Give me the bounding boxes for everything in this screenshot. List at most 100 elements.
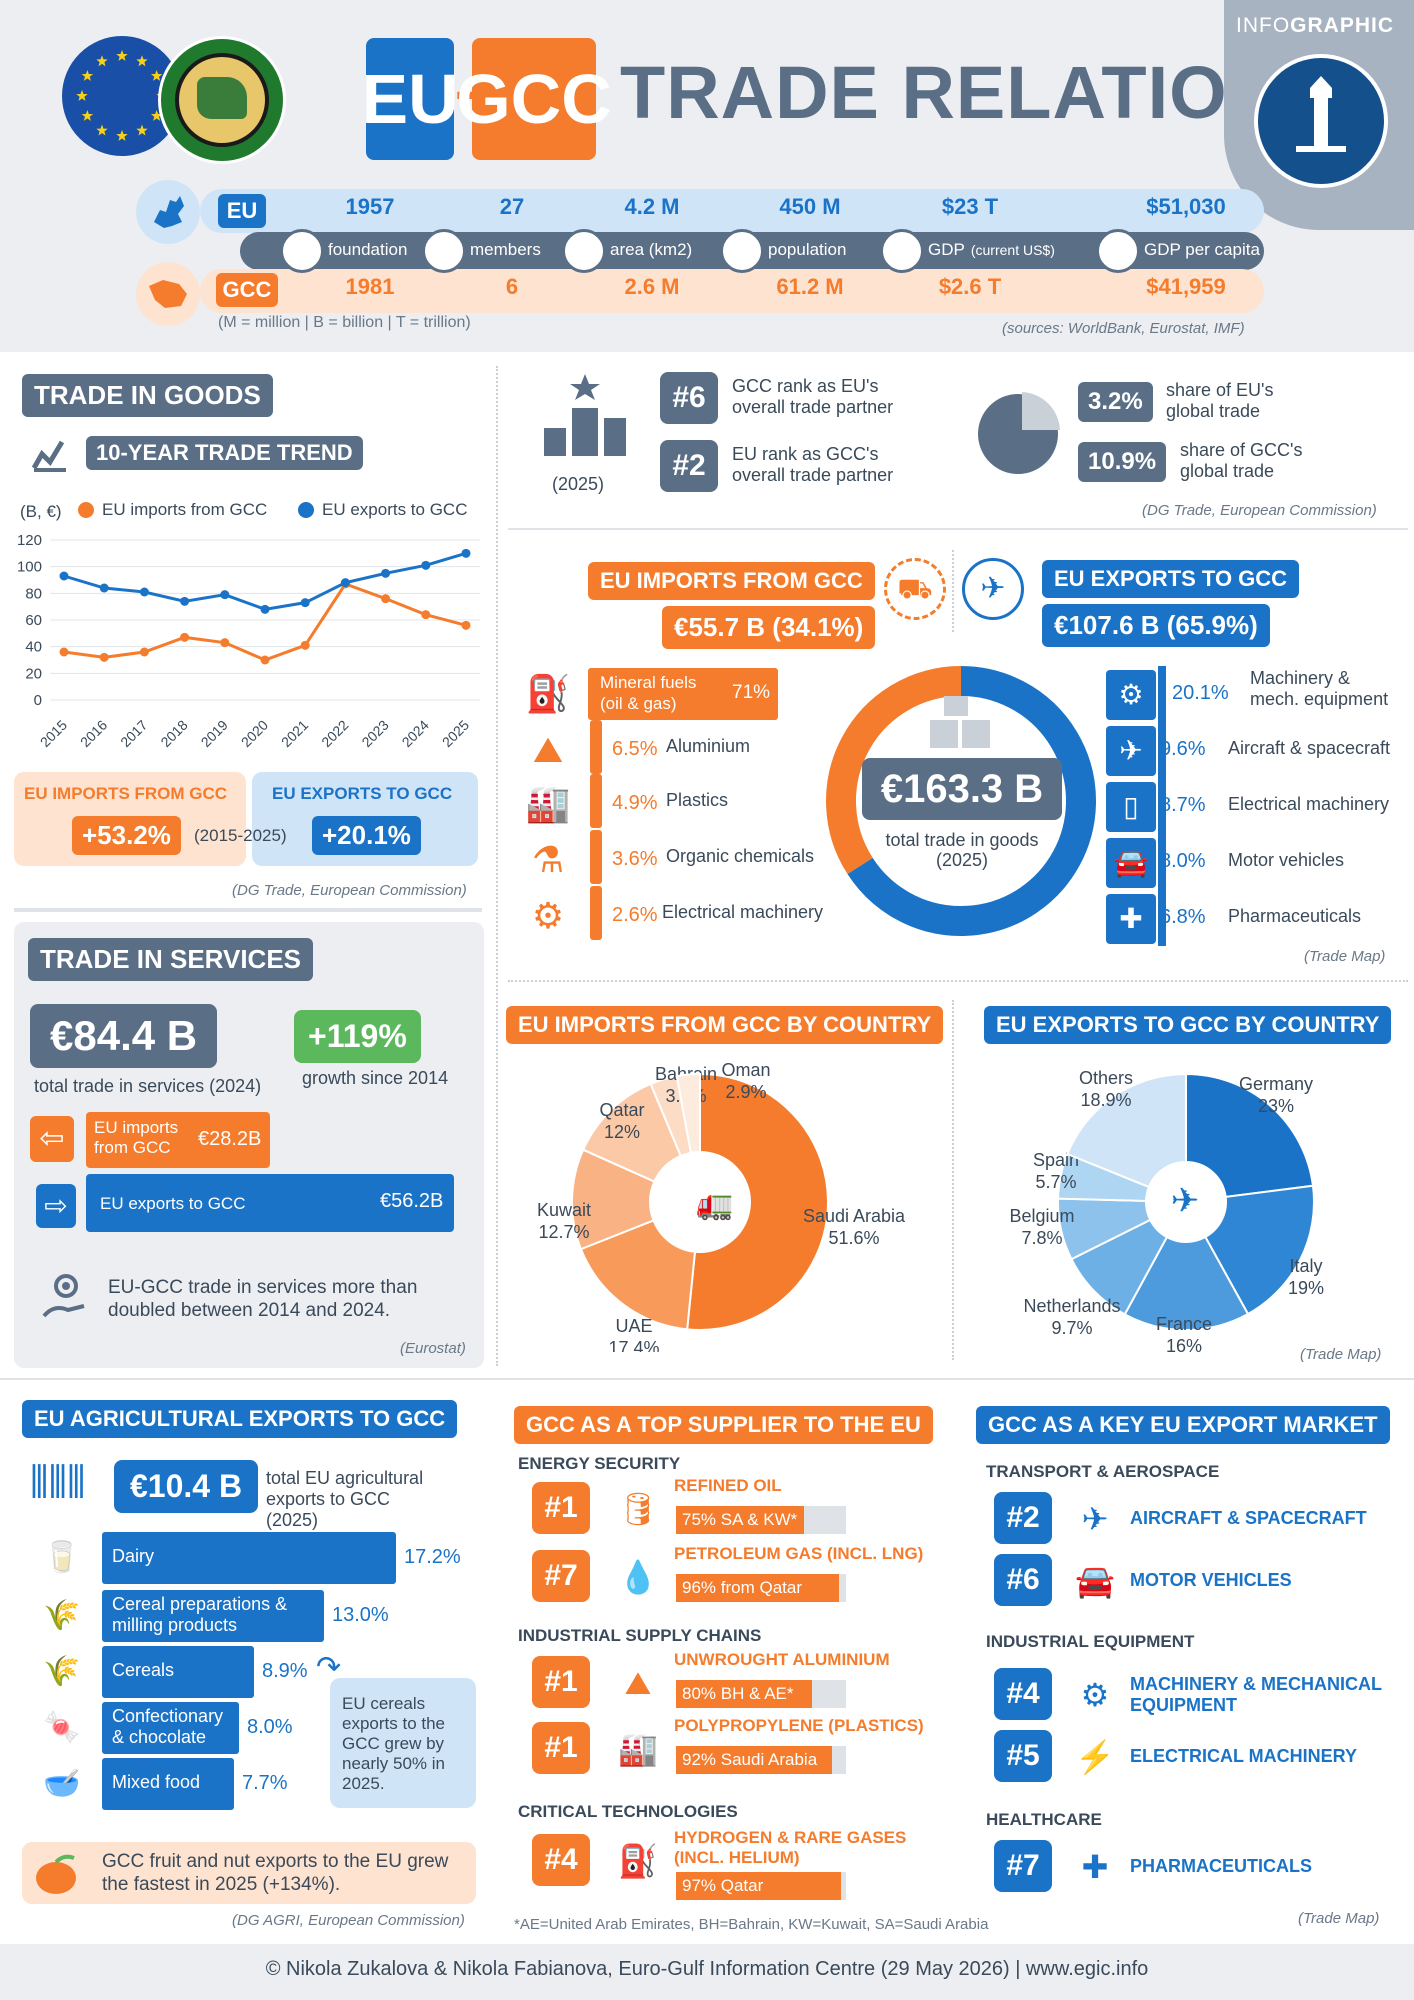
x-tick-label: 2018 — [157, 717, 190, 750]
stat-icon-4 — [880, 229, 924, 273]
market-title: GCC AS A KEY EU EXPORT MARKET — [976, 1406, 1390, 1444]
pie-label: UAE — [615, 1316, 652, 1336]
services-title: TRADE IN SERVICES — [28, 938, 314, 981]
total-trade-year: (2025) — [935, 850, 989, 870]
pie-slice-france — [1123, 1235, 1250, 1331]
pie-slice-italy — [1204, 1184, 1315, 1316]
import-bar-3 — [590, 830, 602, 884]
divider-v1 — [496, 366, 498, 1366]
supplier-bar-2 — [676, 1680, 812, 1708]
rank-gcc-partner-text: EU rank as GCC's overall trade partner — [732, 444, 894, 485]
import-label-3: Organic chemicals — [666, 846, 815, 866]
supplier-name-3: POLYPROPYLENE (PLASTICS) — [674, 1716, 924, 1735]
supplier-sec-energy: ENERGY SECURITY — [518, 1454, 681, 1473]
export-icon-0: ⚙ — [1106, 670, 1156, 720]
goods-imp-growth: +53.2% — [72, 816, 181, 855]
import-bar-2 — [590, 774, 602, 828]
data-point — [180, 596, 190, 606]
agri-icon-0: 🥛 — [43, 1541, 81, 1574]
pie-value: 5.7% — [1035, 1172, 1076, 1192]
services-total: €84.4 B — [30, 1004, 218, 1068]
divider-v3 — [952, 1000, 954, 1360]
data-point — [461, 620, 471, 630]
supplier-name-4: HYDROGEN & RARE GASES (INCL. HELIUM) — [674, 1828, 907, 1867]
agri-icon-1: 🌾 — [43, 1599, 81, 1632]
series-line-1 — [63, 551, 467, 611]
data-point — [381, 568, 391, 578]
import-label-0: Mineral fuels (oil & gas) — [600, 673, 697, 713]
footer-band — [0, 1944, 1414, 2000]
trend-icon — [30, 434, 70, 479]
export-bar-3 — [1158, 834, 1166, 890]
services-imp-bar — [86, 1112, 270, 1168]
supplier-rank-4: #4 — [532, 1834, 590, 1886]
services-exp-arrow: ⇨ — [36, 1184, 76, 1228]
pie-value: 51.6% — [828, 1228, 879, 1248]
supplier-rank-2: #1 — [532, 1656, 590, 1708]
stat-gcc-2: 2.6 M — [624, 274, 680, 299]
pie-label: Kuwait — [537, 1200, 591, 1220]
export-pct-2: 8.7% — [1160, 794, 1206, 816]
chart-ylabel: (B, €) — [20, 502, 62, 521]
x-tick-label: 2025 — [439, 717, 472, 750]
agri-callout-box — [330, 1678, 476, 1808]
agri-total: €10.4 B — [114, 1460, 259, 1513]
pie-slice-uae — [579, 1219, 697, 1331]
agri-callout: EU cereals exports to the GCC grew by ne… — [342, 1694, 446, 1793]
services-exp-label: EU exports to GCC — [100, 1194, 246, 1213]
data-point — [220, 638, 230, 648]
export-label-1: Aircraft & spacecraft — [1228, 738, 1391, 758]
y-tick-label: 80 — [25, 585, 42, 602]
share-gcc: 10.9% — [1078, 442, 1167, 482]
supplier-sec-critical: CRITICAL TECHNOLOGIES — [518, 1802, 738, 1821]
stat-eu-0: 1957 — [345, 194, 395, 219]
rank-eu-partner-text: GCC rank as EU's overall trade partner — [732, 376, 894, 417]
exp-country-title: EU EXPORTS TO GCC BY COUNTRY — [984, 1006, 1392, 1044]
total-trade-value: €163.3 B — [862, 758, 1062, 820]
export-bar-1 — [1158, 722, 1166, 778]
data-point — [139, 587, 149, 597]
market-icon-4: ✚ — [1081, 1849, 1109, 1885]
divider-h3 — [0, 1378, 1414, 1380]
container-icon — [926, 696, 996, 757]
supplier-icon-2: ⛰ — [624, 1665, 652, 1701]
market-source: (Trade Map) — [1298, 1910, 1380, 1927]
export-icon-4: ✚ — [1106, 894, 1156, 944]
agri-label-2: Cereals — [112, 1660, 175, 1680]
supplier-bar-0 — [676, 1506, 804, 1534]
data-point — [461, 548, 471, 558]
market-icon-2: ⚙ — [1080, 1677, 1110, 1713]
data-point — [99, 652, 109, 662]
imp-country-title: EU IMPORTS FROM GCC BY COUNTRY — [506, 1006, 944, 1044]
donut-imports-arc — [826, 666, 962, 875]
goods-source: (DG Trade, European Commission) — [232, 882, 467, 899]
stat-gcc-1: 6 — [505, 274, 519, 299]
supplier-bar-label-3: 92% Saudi Arabia — [682, 1750, 818, 1769]
supplier-footnote: *AE=United Arab Emirates, BH=Bahrain, KW… — [514, 1916, 989, 1933]
agri-icon-3: 🍬 — [43, 1711, 81, 1744]
supplier-bar-label-2: 80% BH & AE* — [682, 1684, 794, 1703]
x-tick-label: 2015 — [37, 717, 70, 750]
country-source: (Trade Map) — [1300, 1346, 1382, 1363]
divider-h4 — [14, 908, 482, 912]
supplier-bar-3 — [676, 1746, 832, 1774]
agri-label-4: Mixed food — [112, 1772, 201, 1792]
flows-source: (Trade Map) — [1304, 948, 1386, 965]
stat-gcc-0: 1981 — [345, 274, 395, 299]
flow-imp-value: €55.7 B (34.1%) — [662, 606, 876, 649]
x-tick-label: 2017 — [117, 717, 150, 750]
pie-slice-saudi-arabia — [686, 1072, 829, 1331]
supplier-name-2: UNWROUGHT ALUMINIUM — [674, 1650, 890, 1669]
market-icon-0: ✈ — [1081, 1501, 1109, 1537]
agri-pct-3: 8.0% — [247, 1716, 293, 1738]
market-icon-1: 🚘 — [1075, 1563, 1115, 1599]
market-rank-1: #6 — [994, 1554, 1052, 1606]
agri-label-0: Dairy — [112, 1546, 155, 1566]
supplier-rank-1: #7 — [532, 1550, 590, 1602]
y-tick-label: 100 — [17, 559, 42, 576]
pie-label: Germany — [1239, 1074, 1313, 1094]
supplier-bar-1 — [676, 1574, 839, 1602]
data-point — [300, 598, 310, 608]
